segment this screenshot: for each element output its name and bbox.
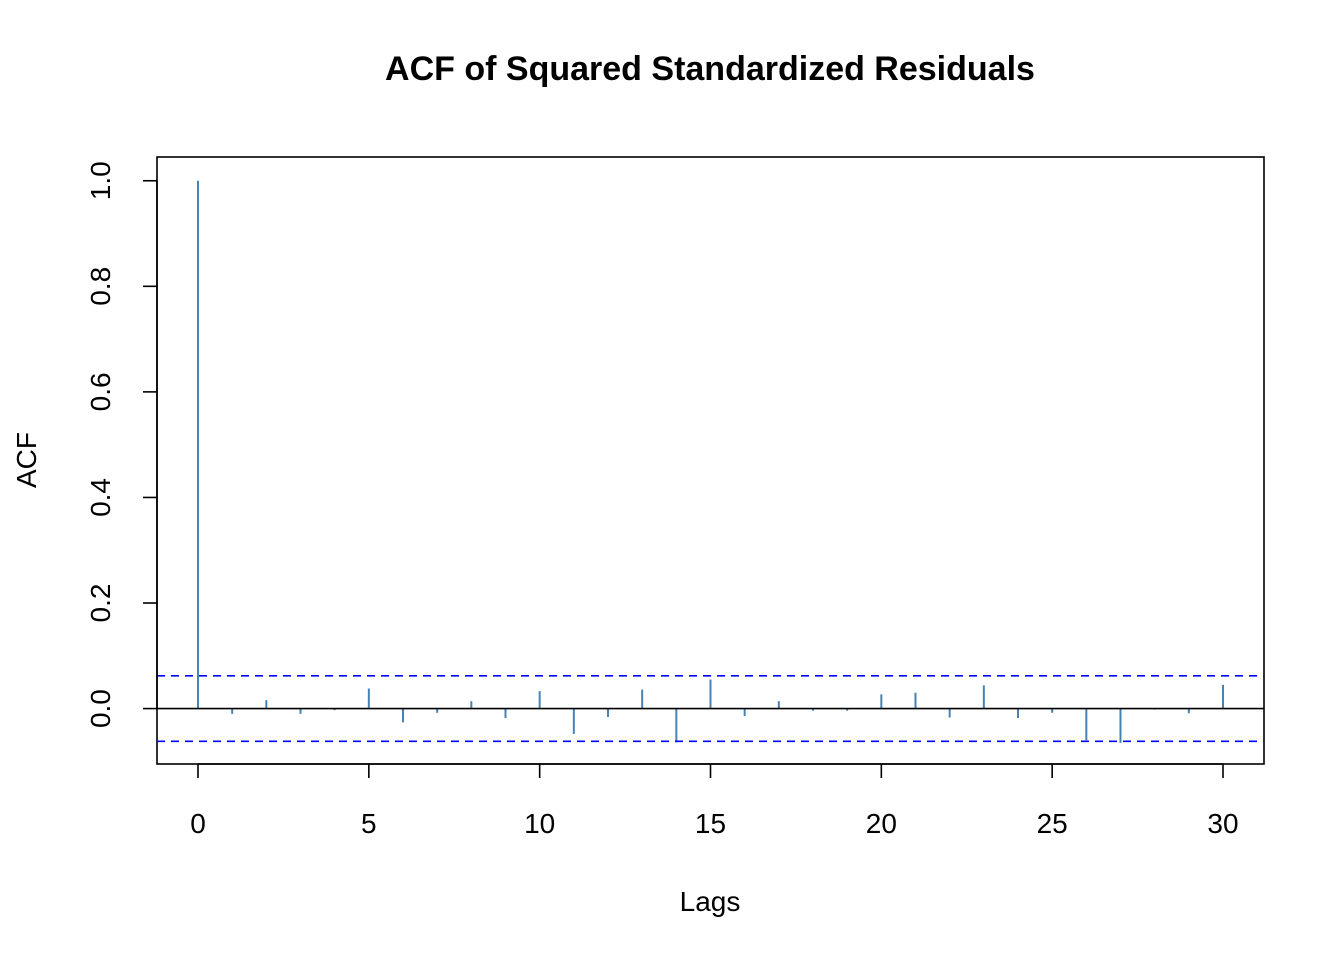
y-tick-label: 0.2 [85,584,116,623]
x-tick-label: 30 [1207,808,1238,839]
y-tick-label: 1.0 [85,161,116,200]
y-axis-label: ACF [11,432,42,488]
y-axis: 0.0 0.2 0.4 0.6 0.8 1.0 [85,161,158,728]
x-axis: 0 5 10 15 20 25 30 [190,763,1239,839]
x-tick-label: 5 [361,808,377,839]
x-tick-label: 20 [866,808,897,839]
plot-frame [156,156,1265,765]
acf-bars [197,180,1224,743]
x-tick-label: 0 [190,808,206,839]
y-tick-label: 0.0 [85,689,116,728]
x-tick-label: 10 [524,808,555,839]
x-tick-label: 15 [695,808,726,839]
y-tick-label: 0.4 [85,478,116,517]
confidence-band [157,675,1264,743]
x-tick-label: 25 [1037,808,1068,839]
y-tick-label: 0.6 [85,372,116,411]
x-axis-label: Lags [680,886,741,917]
y-tick-label: 0.8 [85,267,116,306]
chart-title: ACF of Squared Standardized Residuals [385,50,1035,88]
